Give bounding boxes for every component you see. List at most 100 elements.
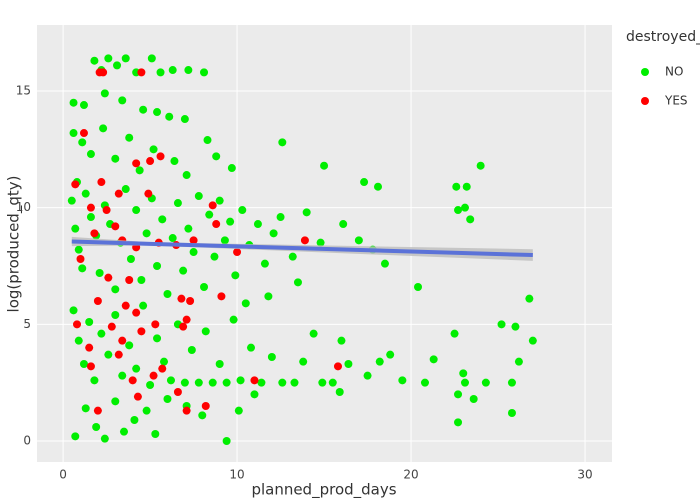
- point: [290, 378, 299, 387]
- point: [469, 395, 478, 404]
- point: [454, 390, 463, 399]
- point: [452, 182, 461, 191]
- point: [182, 315, 191, 324]
- point: [208, 201, 217, 210]
- point: [71, 180, 80, 189]
- point: [293, 278, 302, 287]
- point: [226, 217, 235, 226]
- point: [380, 259, 389, 268]
- point: [111, 311, 120, 320]
- point: [212, 220, 221, 229]
- point: [236, 376, 245, 385]
- point: [200, 68, 209, 77]
- y-tick-label: 15: [16, 84, 31, 98]
- point: [373, 182, 382, 191]
- point: [142, 229, 151, 238]
- point: [137, 68, 146, 77]
- point: [257, 378, 266, 387]
- point: [180, 378, 189, 387]
- point: [420, 378, 429, 387]
- point: [69, 306, 78, 315]
- point: [466, 215, 475, 224]
- point: [139, 301, 148, 310]
- point: [135, 166, 144, 175]
- x-axis-title: planned_prod_days: [251, 481, 396, 500]
- point: [147, 54, 156, 63]
- point: [119, 427, 128, 436]
- point: [158, 215, 167, 224]
- point: [194, 192, 203, 201]
- point: [238, 206, 247, 215]
- point: [309, 329, 318, 338]
- point: [344, 360, 353, 369]
- point: [86, 150, 95, 159]
- point: [111, 397, 120, 406]
- point: [125, 133, 134, 142]
- point: [476, 161, 485, 170]
- point: [354, 236, 363, 245]
- point: [104, 54, 113, 63]
- point: [497, 320, 506, 329]
- point: [168, 234, 177, 243]
- point: [267, 353, 276, 362]
- x-tick-label: 20: [403, 468, 418, 482]
- point: [99, 68, 108, 77]
- point: [335, 388, 344, 397]
- point: [215, 360, 224, 369]
- point: [320, 161, 329, 170]
- point: [69, 98, 78, 107]
- point: [507, 409, 516, 418]
- point: [481, 378, 490, 387]
- point: [93, 406, 102, 415]
- point: [511, 322, 520, 331]
- point: [90, 376, 99, 385]
- point: [86, 362, 95, 371]
- point: [333, 362, 342, 371]
- point: [278, 138, 287, 147]
- x-tick-label: 10: [229, 468, 244, 482]
- point: [233, 248, 242, 257]
- point: [276, 213, 285, 222]
- point: [149, 371, 158, 380]
- point: [299, 357, 308, 366]
- point: [227, 164, 236, 173]
- point: [118, 336, 127, 345]
- point: [132, 308, 141, 317]
- point: [168, 66, 177, 75]
- point: [507, 378, 516, 387]
- point: [90, 229, 99, 238]
- point: [220, 236, 229, 245]
- point: [231, 271, 240, 280]
- point: [132, 159, 141, 168]
- point: [184, 66, 193, 75]
- point: [151, 320, 160, 329]
- point: [184, 224, 193, 233]
- point: [189, 248, 198, 257]
- point: [156, 152, 165, 161]
- point: [92, 423, 101, 432]
- point: [85, 318, 94, 327]
- point: [177, 294, 186, 303]
- point: [121, 301, 130, 310]
- point: [71, 224, 80, 233]
- point: [104, 350, 113, 359]
- point: [414, 283, 423, 292]
- point: [450, 329, 459, 338]
- point: [86, 213, 95, 222]
- point: [133, 392, 142, 401]
- fit-line: [71, 239, 533, 258]
- point: [102, 206, 111, 215]
- point: [173, 388, 182, 397]
- marks: [67, 54, 537, 446]
- point: [459, 369, 468, 378]
- y-tick-label: 0: [23, 434, 31, 448]
- point: [217, 292, 226, 301]
- point: [142, 406, 151, 415]
- point: [187, 346, 196, 355]
- point: [149, 145, 158, 154]
- point: [107, 322, 116, 331]
- point: [114, 350, 123, 359]
- point: [186, 297, 195, 306]
- point: [260, 259, 269, 268]
